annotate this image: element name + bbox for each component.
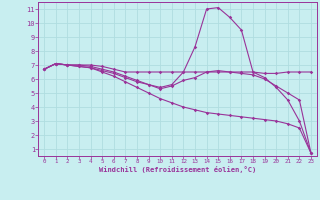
X-axis label: Windchill (Refroidissement éolien,°C): Windchill (Refroidissement éolien,°C) [99,166,256,173]
